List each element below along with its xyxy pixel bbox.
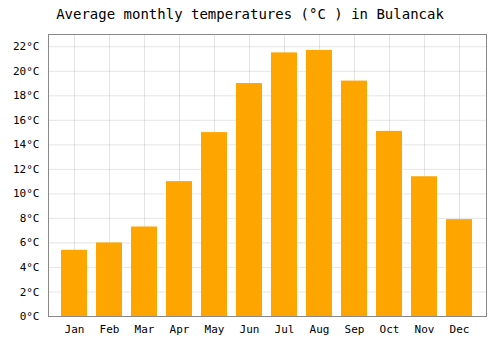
svg-text:20°C: 20°C [13, 65, 40, 78]
svg-text:Sep: Sep [345, 323, 365, 336]
svg-text:6°C: 6°C [20, 236, 40, 249]
svg-text:8°C: 8°C [20, 212, 40, 225]
html-text:Average monthly temperatures (: Average monthly temperatures (°C ) in Bu… [56, 6, 444, 22]
svg-text:22°C: 22°C [13, 40, 40, 53]
svg-text:Jul: Jul [275, 323, 295, 336]
svg-text:Mar: Mar [135, 323, 155, 336]
svg-text:Jan: Jan [65, 323, 85, 336]
svg-text:Aug: Aug [310, 323, 330, 336]
svg-text:Apr: Apr [170, 323, 190, 336]
svg-text:16°C: 16°C [13, 114, 40, 127]
svg-text:Dec: Dec [450, 323, 470, 336]
svg-text:Oct: Oct [380, 323, 400, 336]
svg-text:0°C: 0°C [20, 310, 40, 323]
svg-text:4°C: 4°C [20, 261, 40, 274]
svg-text:18°C: 18°C [13, 89, 40, 102]
svg-text:10°C: 10°C [13, 187, 40, 200]
svg-text:Nov: Nov [415, 323, 435, 336]
svg-text:12°C: 12°C [13, 163, 40, 176]
svg-text:Feb: Feb [100, 323, 120, 336]
svg-text:2°C: 2°C [20, 285, 40, 298]
svg-text:14°C: 14°C [13, 138, 40, 151]
svg-text:Jun: Jun [240, 323, 260, 336]
svg-text:May: May [205, 323, 225, 336]
